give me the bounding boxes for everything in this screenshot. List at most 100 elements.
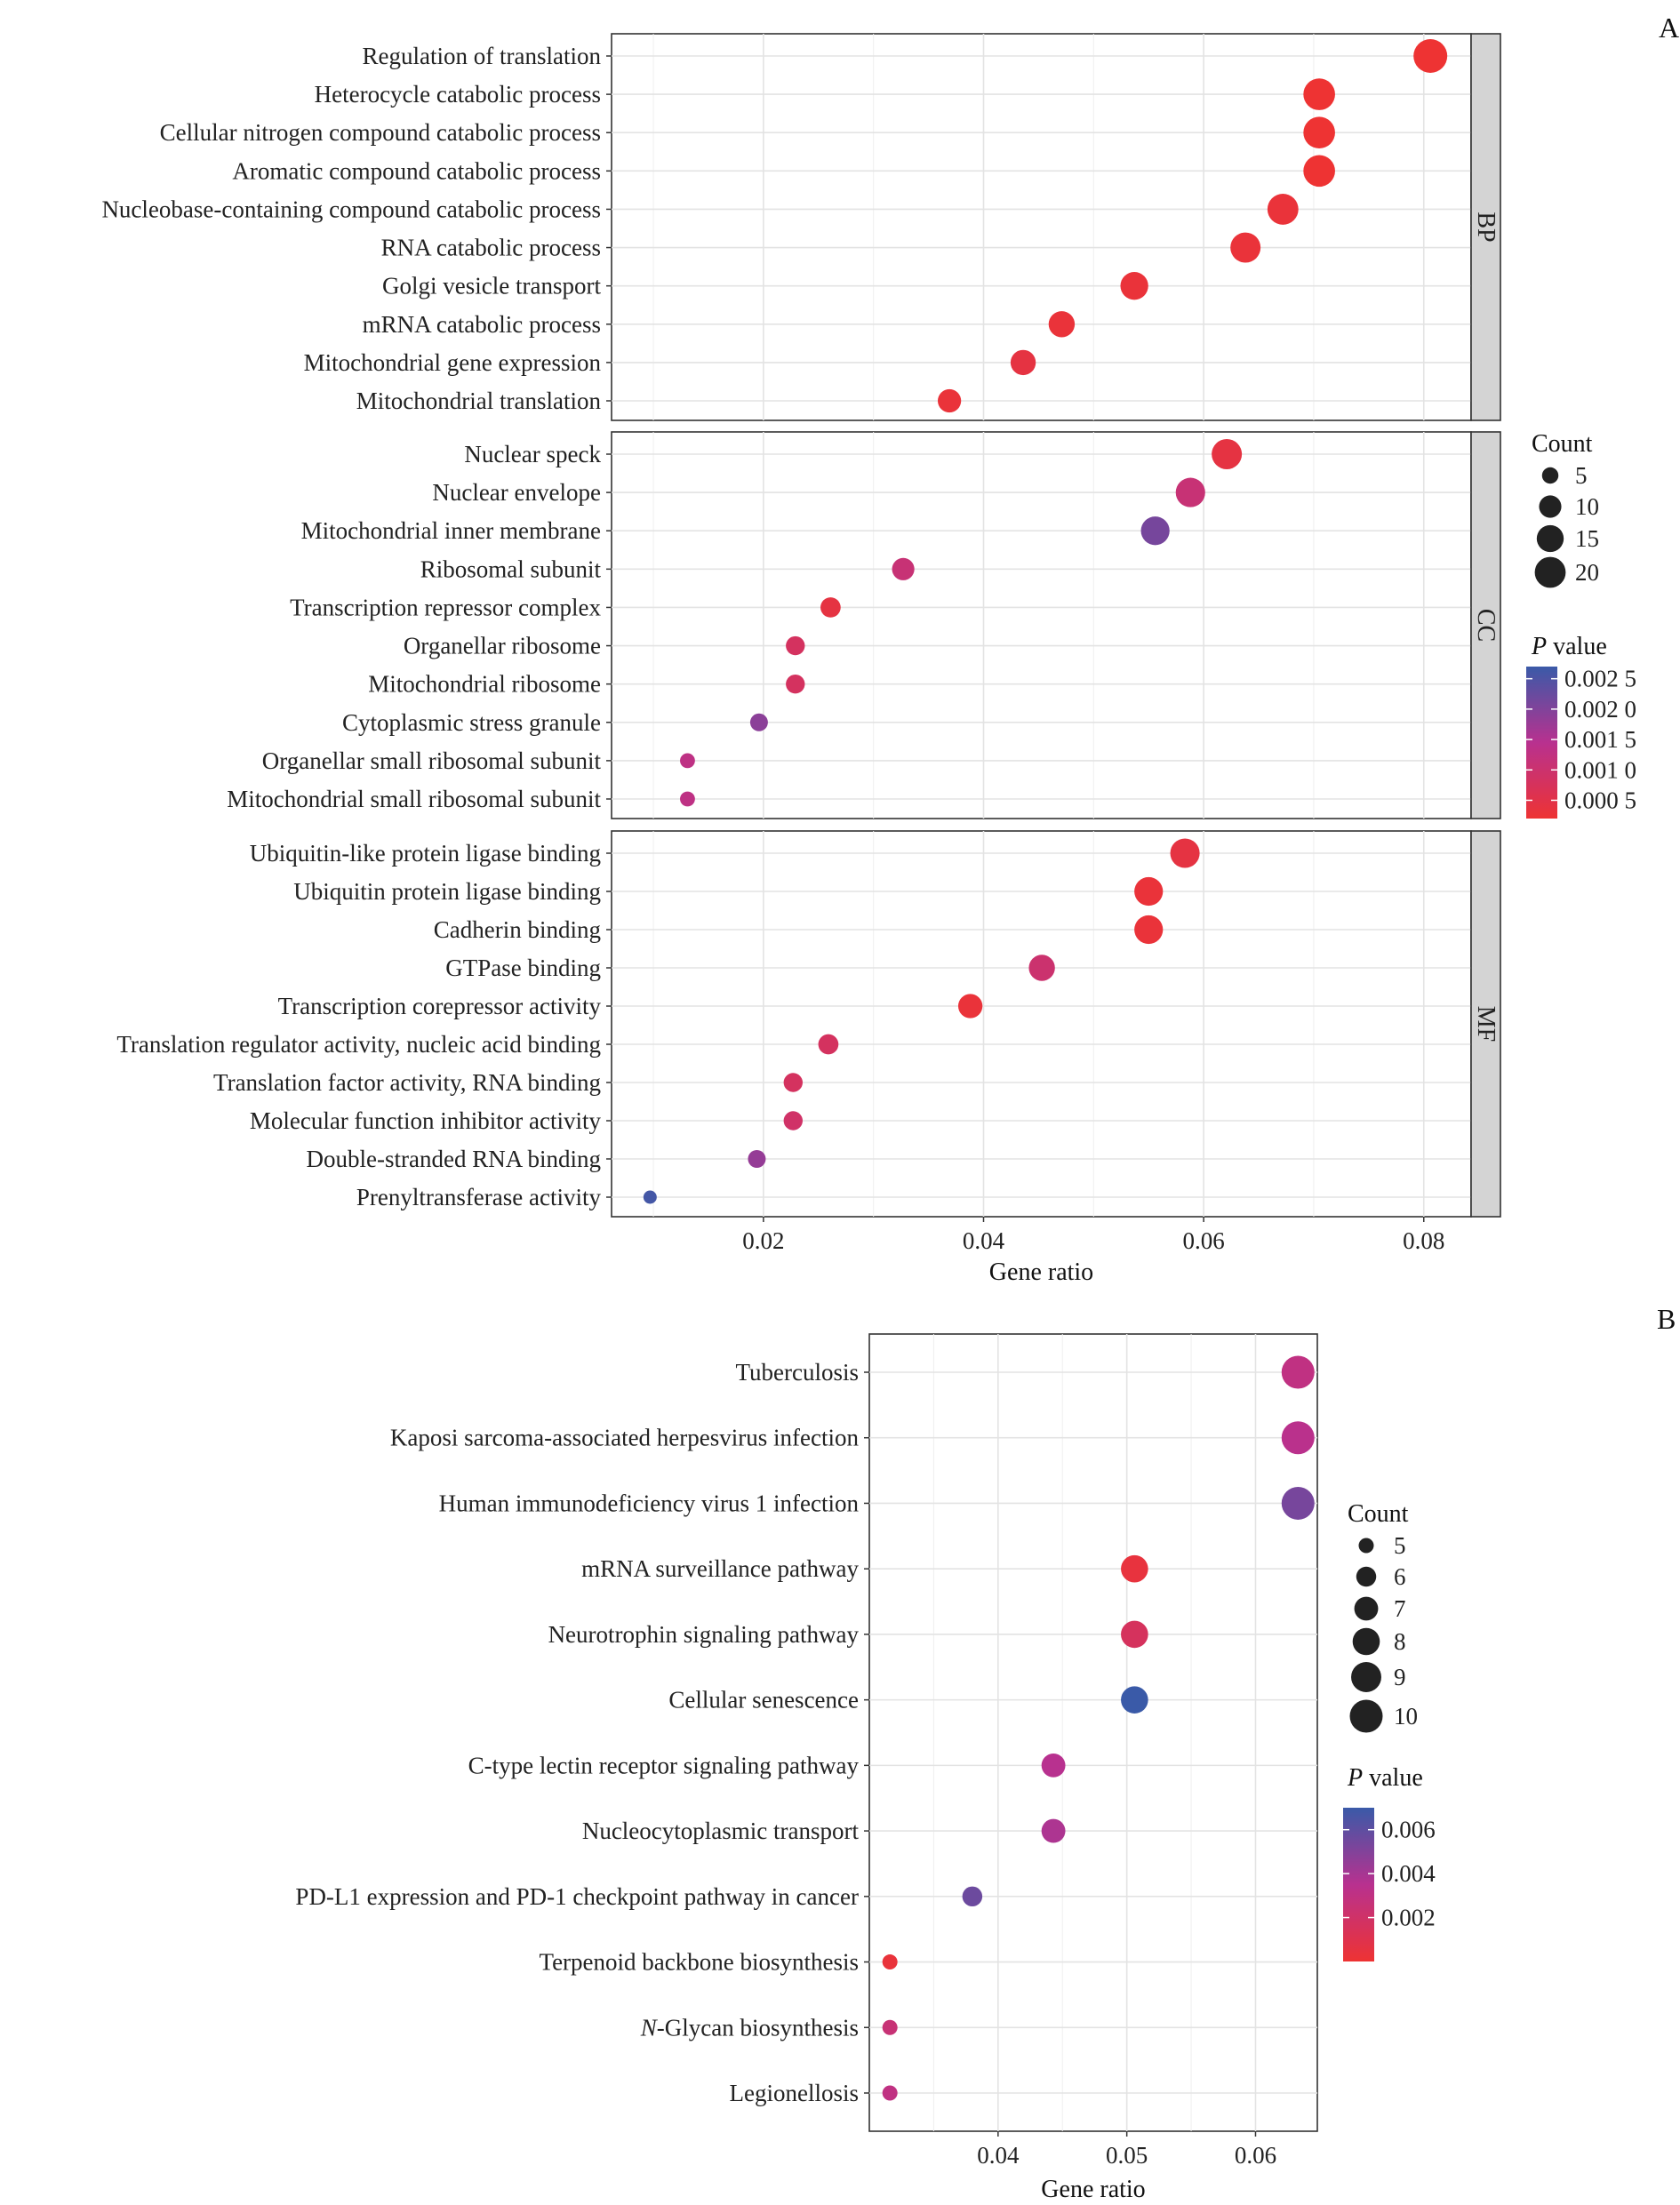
x-axis-title: Gene ratio: [989, 1258, 1093, 1286]
term-label: Transcription repressor complex: [290, 594, 601, 620]
size-legend-title: Count: [1348, 1500, 1409, 1528]
color-legend-label: 0.004: [1381, 1860, 1436, 1887]
term-dot: [680, 753, 695, 769]
term-dot: [680, 791, 695, 807]
term-label: mRNA catabolic process: [363, 311, 601, 338]
term-label: Transcription corepressor activity: [278, 993, 602, 1019]
facet-strip-label: MF: [1472, 1006, 1500, 1042]
term-label: RNA catabolic process: [381, 235, 601, 261]
facet-bp: Regulation of translation Heterocycle cat…: [101, 33, 1501, 421]
term-dot: [937, 388, 962, 413]
color-legend-label: 0.002 0: [1564, 696, 1636, 723]
x-tick-label: 0.06: [1183, 1227, 1225, 1254]
term-dot: [1303, 116, 1335, 149]
term-dot: [962, 1886, 983, 1907]
term-label: PD-L1 expression and PD-1 checkpoint pat…: [295, 1883, 859, 1910]
term-dot: [1134, 876, 1164, 907]
term-dot: [1303, 155, 1335, 188]
term-dot: [1121, 1686, 1148, 1714]
term-label: Translation factor activity, RNA binding: [213, 1069, 601, 1096]
size-legend-title: Count: [1532, 430, 1593, 458]
color-legend-label: 0.002 5: [1564, 666, 1636, 692]
size-legend-label: 10: [1394, 1703, 1418, 1730]
size-legend-dot: [1536, 524, 1564, 553]
term-label: N-Glycan biosynthesis: [640, 2014, 859, 2041]
x-tick-label: 0.02: [742, 1227, 784, 1254]
term-dot: [957, 994, 983, 1019]
size-legend-label: 20: [1575, 559, 1599, 586]
term-label: Organellar small ribosomal subunit: [262, 747, 602, 774]
go-dot-plot: Regulation of translation Heterocycle cat…: [101, 33, 1636, 1286]
size-legend-label: 7: [1394, 1595, 1406, 1622]
facet-strip-label: BP: [1472, 212, 1500, 242]
term-dot: [1120, 272, 1148, 300]
size-legend-label: 9: [1394, 1664, 1406, 1690]
term-dot: [1041, 1753, 1066, 1778]
term-dot: [1303, 78, 1335, 110]
panel-label-b: B: [1657, 1303, 1676, 1335]
term-label: Prenyltransferase activity: [356, 1184, 602, 1210]
color-legend-label: 0.002: [1381, 1905, 1436, 1931]
facet-strip: [1470, 431, 1501, 819]
term-dot: [783, 1073, 803, 1092]
term-label: Nuclear speck: [464, 441, 601, 467]
term-label: Nucleobase-containing compound catabolic…: [101, 196, 601, 222]
term-dot: [748, 1150, 766, 1168]
term-label: Tuberculosis: [735, 1359, 859, 1386]
term-dot: [1230, 232, 1261, 263]
term-dot: [1175, 477, 1205, 507]
term-label: Mitochondrial ribosome: [368, 671, 601, 698]
term-label: Mitochondrial small ribosomal subunit: [227, 786, 601, 812]
term-dot: [882, 1954, 898, 1970]
term-label: Terpenoid backbone biosynthesis: [539, 1949, 859, 1976]
term-dot: [749, 713, 768, 731]
color-legend-label: 0.000 5: [1564, 787, 1636, 813]
term-label: mRNA surveillance pathway: [581, 1555, 859, 1582]
term-label: Mitochondrial gene expression: [304, 349, 602, 376]
term-dot: [1140, 516, 1170, 546]
term-dot: [882, 2085, 898, 2101]
term-dot: [1134, 915, 1164, 945]
term-label: Ribosomal subunit: [420, 555, 602, 582]
term-dot: [1121, 1554, 1148, 1583]
term-label: Organellar ribosome: [404, 633, 601, 659]
term-label: Nucleocytoplasmic transport: [582, 1818, 860, 1844]
term-label: Kaposi sarcoma-associated herpesvirus in…: [390, 1425, 860, 1451]
facet-strip-label: CC: [1472, 609, 1500, 642]
term-dot: [1170, 838, 1200, 868]
term-dot: [786, 635, 805, 656]
term-dot: [820, 597, 841, 618]
term-label: Regulation of translation: [363, 43, 602, 69]
size-legend-label: 8: [1394, 1628, 1406, 1655]
facet-strip: [1470, 33, 1501, 421]
term-dot: [1281, 1421, 1315, 1455]
panel-label-a: A: [1659, 12, 1679, 44]
color-legend-title: P value: [1347, 1764, 1423, 1792]
x-axis-title: Gene ratio: [1041, 2176, 1145, 2203]
x-tick-label: 0.04: [963, 1227, 1005, 1254]
size-legend-dot: [1349, 1699, 1383, 1733]
term-label: Molecular function inhibitor activity: [250, 1107, 602, 1134]
size-legend-dot: [1354, 1596, 1379, 1621]
term-dot: [1413, 39, 1448, 73]
size-legend-dot: [1541, 467, 1559, 484]
term-dot: [786, 674, 805, 694]
plot-panel: [868, 1333, 1318, 2132]
term-label: Cellular senescence: [668, 1687, 859, 1714]
x-tick-label: 0.08: [1403, 1227, 1444, 1254]
term-label: GTPase binding: [445, 955, 601, 981]
term-label: Mitochondrial inner membrane: [301, 517, 601, 544]
facet-mf: Ubiquitin-like protein ligase binding Ubi…: [116, 830, 1501, 1218]
term-label: Human immunodeficiency virus 1 infection: [439, 1490, 860, 1516]
size-legend-label: 10: [1575, 493, 1599, 520]
term-dot: [1028, 955, 1055, 981]
term-label: C-type lectin receptor signaling pathway: [468, 1752, 860, 1778]
term-label: Ubiquitin protein ligase binding: [293, 878, 601, 905]
term-dot: [1010, 349, 1036, 376]
term-dot: [1267, 194, 1299, 225]
color-bar: [1526, 667, 1557, 819]
term-label: Double-stranded RNA binding: [307, 1146, 601, 1172]
term-label: Cytoplasmic stress granule: [342, 709, 601, 736]
x-tick-label: 0.06: [1235, 2142, 1276, 2169]
